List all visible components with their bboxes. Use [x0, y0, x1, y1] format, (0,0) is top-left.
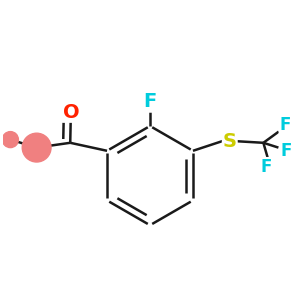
Text: S: S	[223, 132, 237, 151]
Text: F: F	[261, 158, 272, 176]
Circle shape	[2, 132, 18, 148]
Text: F: F	[281, 142, 292, 160]
Text: F: F	[279, 116, 291, 134]
Text: F: F	[143, 92, 157, 112]
Circle shape	[22, 133, 51, 162]
Text: O: O	[63, 103, 79, 122]
